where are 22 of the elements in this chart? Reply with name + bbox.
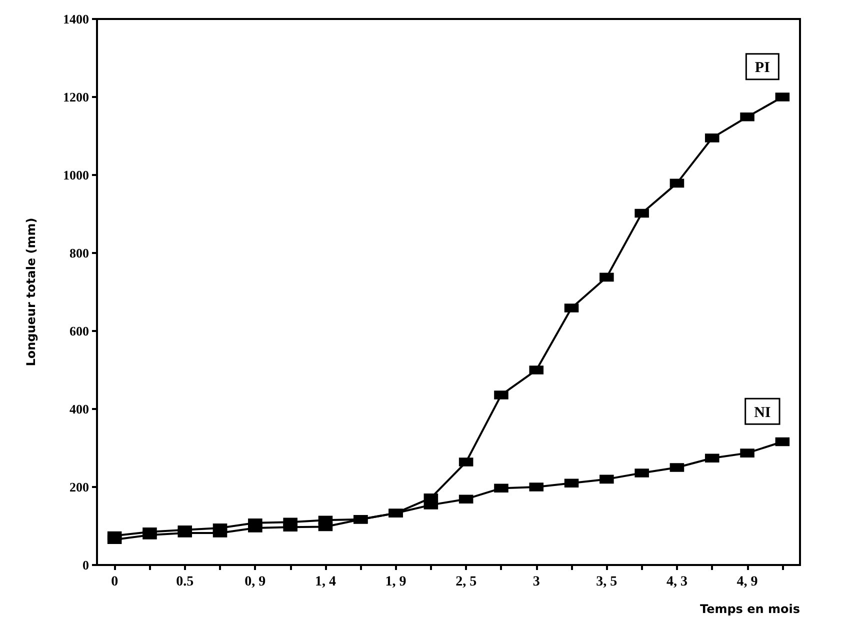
x-tick-label: 4, 9 [736,574,758,590]
x-tick-label: 1, 9 [385,574,406,590]
x-tick-label: 0.5 [176,574,194,590]
x-tick-label: 3 [532,574,540,590]
x-tick-label: 0, 9 [244,574,266,590]
x-tick-label: 1, 4 [314,574,336,590]
y-tick-label: 1000 [63,168,89,182]
y-tick-label: 600 [70,324,89,338]
y-axis-title: Longueur totale (mm) [24,218,38,366]
y-tick-label: 1400 [63,12,89,26]
x-tick-label: 2, 5 [456,574,477,590]
y-tick-label: 200 [70,480,89,494]
x-axis-title: Temps en mois [700,602,800,616]
series-label: NI [754,404,771,421]
y-tick-label: 400 [70,402,89,416]
y-tick-label: 1200 [63,90,89,104]
x-tick-label: 0 [111,574,118,590]
x-tick-label: 3, 5 [596,574,618,590]
y-tick-label: 800 [70,246,89,260]
x-tick-label: 4, 3 [666,574,688,590]
y-tick-label: 0 [82,558,89,572]
series-label: PI [754,60,770,76]
